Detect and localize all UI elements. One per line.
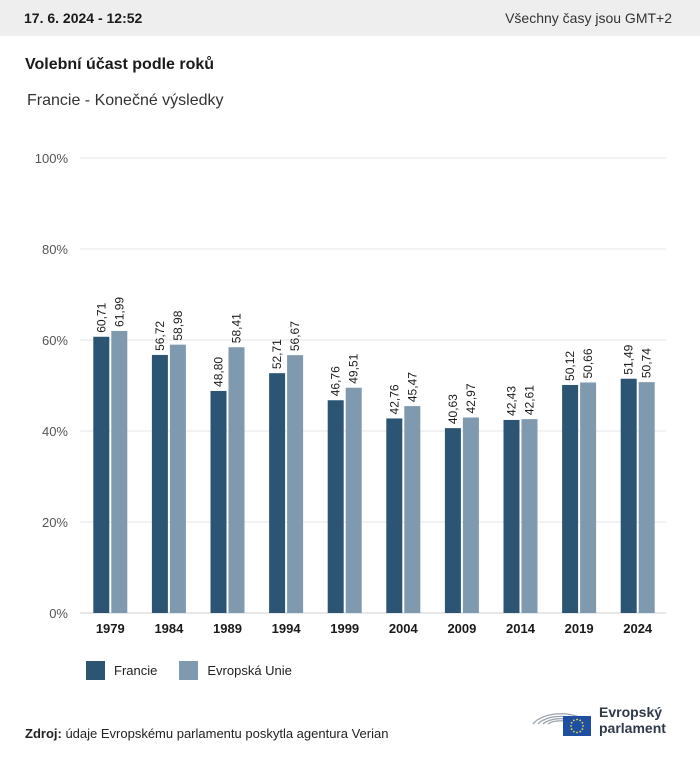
data-label: 58,98 — [171, 310, 185, 340]
data-label: 46,76 — [329, 366, 343, 396]
data-label: 56,67 — [288, 321, 302, 351]
bar — [462, 417, 479, 613]
legend-item-francie[interactable]: Francie — [86, 661, 157, 680]
bar — [151, 354, 168, 613]
data-label: 51,49 — [622, 344, 636, 374]
bar — [444, 428, 461, 613]
x-tick-label: 1989 — [213, 621, 242, 636]
data-label: 45,47 — [405, 372, 419, 402]
bar — [269, 373, 286, 613]
bar — [228, 347, 245, 613]
data-label: 49,51 — [347, 353, 361, 383]
bar — [386, 418, 403, 613]
legend-item-eu[interactable]: Evropská Unie — [179, 661, 292, 680]
x-tick-label: 2024 — [623, 621, 653, 636]
top-bar: 17. 6. 2024 - 12:52 Všechny časy jsou GM… — [0, 0, 700, 36]
x-tick-label: 2014 — [506, 621, 536, 636]
bar — [562, 384, 579, 613]
data-label: 60,71 — [94, 302, 108, 332]
chart-title: Volební účast podle roků — [25, 56, 215, 73]
legend-swatch-francie — [86, 661, 105, 680]
y-tick-label: 100% — [35, 151, 69, 166]
ep-logo[interactable]: Evropský parlament — [529, 702, 666, 738]
logo-line-2: parlament — [599, 720, 666, 736]
legend-swatch-eu — [179, 661, 199, 680]
data-label: 42,76 — [387, 384, 401, 414]
timezone-note: Všechny časy jsou GMT+2 — [505, 10, 672, 26]
bar — [404, 406, 421, 613]
chart-legend: Francie Evropská Unie — [86, 661, 314, 680]
data-label: 50,66 — [581, 348, 595, 378]
timestamp: 17. 6. 2024 - 12:52 — [24, 10, 143, 26]
chart-subtitle: Francie - Konečné výsledky — [27, 92, 224, 109]
legend-label-eu: Evropská Unie — [207, 663, 292, 678]
y-tick-label: 20% — [42, 515, 68, 530]
bar — [169, 344, 186, 613]
data-label: 52,71 — [270, 339, 284, 369]
y-tick-label: 40% — [42, 424, 68, 439]
data-label: 61,99 — [112, 297, 126, 327]
data-label: 42,97 — [464, 383, 478, 413]
source-note: Zdroj: údaje Evropskému parlamentu posky… — [25, 726, 388, 741]
legend-label-francie: Francie — [114, 663, 158, 678]
bar — [327, 400, 344, 613]
bar — [503, 419, 520, 613]
source-text: údaje Evropskému parlamentu poskytla age… — [61, 726, 389, 741]
logo-wordmark: Evropský parlament — [599, 704, 666, 736]
y-tick-label: 60% — [42, 333, 68, 348]
bar — [111, 330, 128, 613]
data-label: 42,43 — [505, 386, 519, 416]
data-label: 56,72 — [153, 321, 167, 351]
bar — [620, 378, 637, 613]
source-label: Zdroj: — [25, 726, 62, 741]
bar — [521, 419, 538, 613]
data-label: 40,63 — [446, 394, 460, 424]
bar — [210, 390, 227, 613]
parliament-logo-icon — [532, 713, 591, 736]
data-label: 58,41 — [230, 313, 244, 343]
logo-line-1: Evropský — [599, 704, 663, 720]
bar — [93, 336, 110, 613]
x-tick-label: 1994 — [272, 621, 302, 636]
x-tick-label: 1999 — [330, 621, 359, 636]
y-tick-label: 80% — [42, 242, 68, 257]
x-tick-label: 1979 — [96, 621, 125, 636]
bar — [345, 387, 362, 613]
bar — [638, 382, 655, 613]
x-tick-label: 2009 — [447, 621, 476, 636]
x-tick-label: 2004 — [389, 621, 419, 636]
y-tick-label: 0% — [49, 606, 68, 621]
x-tick-label: 2019 — [565, 621, 594, 636]
x-tick-label: 1984 — [154, 621, 184, 636]
data-label: 50,74 — [640, 348, 654, 378]
bar-chart: 0% 20% 40% 60% 80% 100% 60,71 61,99 1979 56,72 58,… — [35, 151, 666, 636]
data-label: 48,80 — [212, 357, 226, 387]
bar — [580, 382, 597, 613]
bar — [287, 355, 304, 613]
data-label: 50,12 — [563, 351, 577, 381]
data-label: 42,61 — [523, 385, 537, 415]
